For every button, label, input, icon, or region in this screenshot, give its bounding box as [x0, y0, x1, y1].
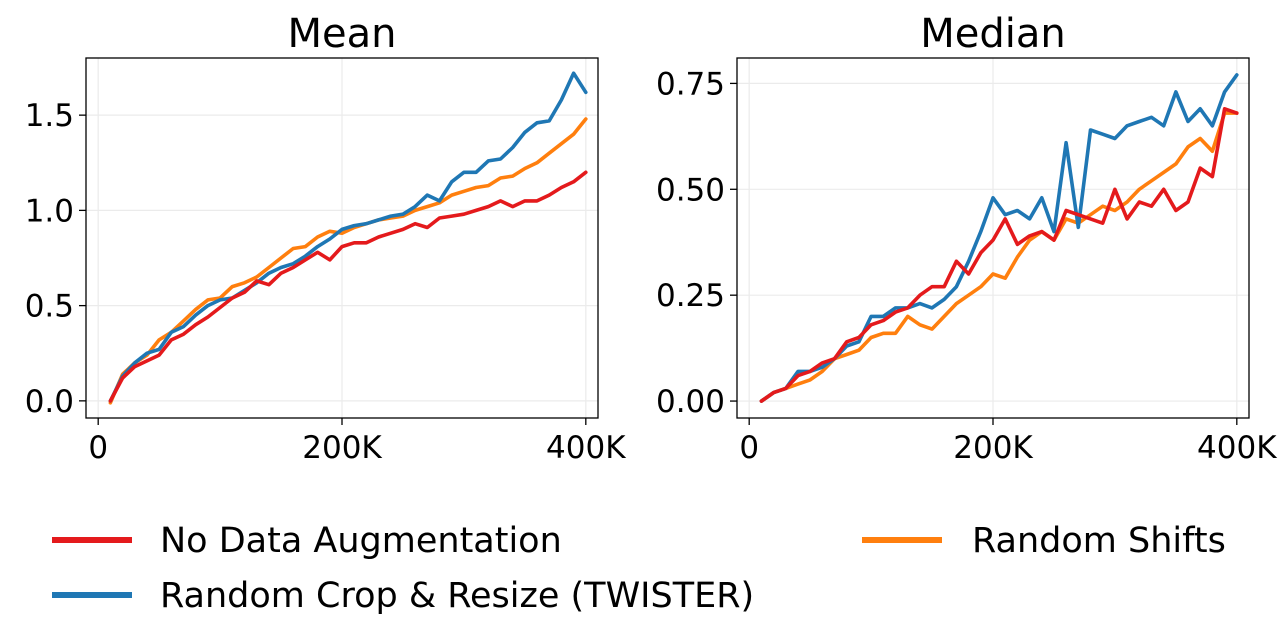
y-tick-label: 0.25	[656, 278, 725, 314]
series-line-random-shifts	[108, 117, 588, 405]
panel-title: Median	[920, 11, 1066, 57]
y-tick-label: 0.00	[656, 384, 725, 420]
panel-title: Mean	[288, 11, 397, 57]
series-line-no-data-augmentation	[108, 170, 588, 403]
y-tick-label: 0.0	[25, 384, 74, 420]
series-line-random-shifts	[759, 111, 1239, 403]
series-line-random-crop-resize-twister	[108, 71, 588, 403]
x-tick-label: 200K	[302, 430, 382, 466]
y-tick-label: 1.0	[25, 193, 74, 229]
y-tick-label: 0.50	[656, 172, 725, 208]
series-line-random-crop-resize-twister	[759, 73, 1239, 403]
legend: No Data Augmentation Random Crop & Resiz…	[52, 521, 1226, 616]
x-tick-label: 200K	[953, 430, 1033, 466]
series-line-no-data-augmentation	[759, 107, 1239, 403]
mean-panel: 0 200K 400K 0.0 0.5 1.0 1.5 Mean	[25, 11, 627, 466]
y-tick-label: 0.5	[25, 289, 74, 325]
median-panel: 0 200K 400K 0.00 0.25 0.50 0.75 Median	[656, 11, 1277, 466]
y-tick-label: 0.75	[656, 66, 725, 102]
x-tick-label: 400K	[546, 430, 626, 466]
x-tick-label: 0	[88, 430, 108, 466]
x-tick-label: 0	[739, 430, 759, 466]
legend-label-no-data-augmentation: No Data Augmentation	[160, 521, 562, 561]
x-tick-label: 400K	[1197, 430, 1277, 466]
y-tick-label: 1.5	[25, 98, 74, 134]
legend-label-random-crop-resize: Random Crop & Resize (TWISTER)	[160, 576, 754, 616]
legend-label-random-shifts: Random Shifts	[972, 521, 1226, 561]
